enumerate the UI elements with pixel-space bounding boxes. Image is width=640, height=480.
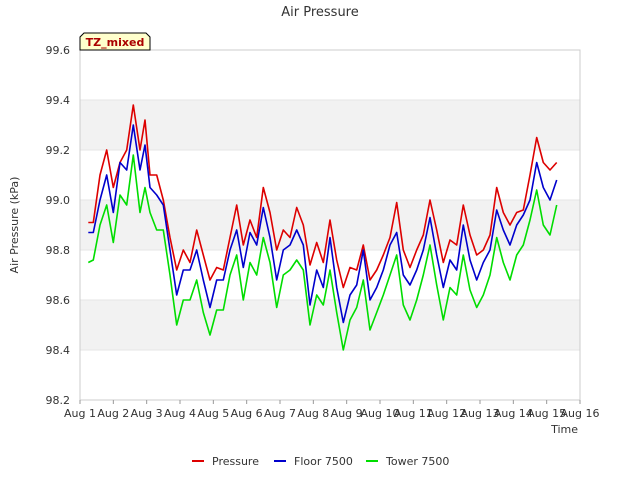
series-line-tower-7500 <box>87 154 558 351</box>
series-line-pressure <box>88 104 558 289</box>
y-axis-label: Air Pressure (kPa) <box>8 177 21 274</box>
plot-band <box>80 300 580 350</box>
series-layer <box>87 104 558 351</box>
x-tick-label: Aug 4 <box>164 407 196 420</box>
x-tick-label: Aug 3 <box>131 407 163 420</box>
x-axis-label: Time <box>550 423 578 436</box>
y-tick-label: 99.4 <box>46 94 71 107</box>
y-tick-label: 99.2 <box>46 144 71 157</box>
x-tick-label: Aug 8 <box>297 407 329 420</box>
y-tick-label: 99.6 <box>46 44 71 57</box>
x-tick-label: Aug 14 <box>494 407 533 420</box>
legend-label: Floor 7500 <box>294 455 353 468</box>
x-tick-label: Aug 9 <box>331 407 363 420</box>
plot-band <box>80 50 580 100</box>
plot-band <box>80 100 580 150</box>
x-tick-label: Aug 2 <box>97 407 129 420</box>
plot-band <box>80 350 580 400</box>
chart-title: Air Pressure <box>281 5 359 20</box>
x-tick-label: Aug 12 <box>427 407 466 420</box>
x-tick-label: Aug 15 <box>527 407 566 420</box>
annotation-badge: TZ_mixed <box>79 32 151 51</box>
x-tick-label: Aug 7 <box>264 407 296 420</box>
y-tick-label: 98.8 <box>46 244 71 257</box>
y-axis-ticks: 98.2 98.4 98.6 98.8 99.0 99.2 99.4 99.6 <box>46 44 71 407</box>
x-tick-label: Aug 16 <box>561 407 600 420</box>
y-tick-label: 98.6 <box>46 294 71 307</box>
x-tick-label: Aug 5 <box>197 407 229 420</box>
y-tick-label: 98.2 <box>46 394 71 407</box>
x-tick-label: Aug 1 <box>64 407 96 420</box>
x-axis-ticks: Aug 1 Aug 2 Aug 3 Aug 4 Aug 5 Aug 6 Aug 7 Aug 8… <box>64 400 599 420</box>
series-line-floor-7500 <box>88 124 558 324</box>
y-tick-label: 99.0 <box>46 194 71 207</box>
legend-label: Pressure <box>212 455 259 468</box>
plot-frame <box>79 49 581 401</box>
x-tick-label: Aug 10 <box>361 407 400 420</box>
x-tick-label: Aug 13 <box>461 407 500 420</box>
legend: Pressure Floor 7500 Tower 7500 <box>192 455 449 468</box>
x-tick-label: Aug 11 <box>394 407 433 420</box>
legend-label: Tower 7500 <box>385 455 449 468</box>
y-tick-label: 98.4 <box>46 344 71 357</box>
annotation-text: TZ_mixed <box>86 36 145 49</box>
x-tick-label: Aug 6 <box>231 407 263 420</box>
